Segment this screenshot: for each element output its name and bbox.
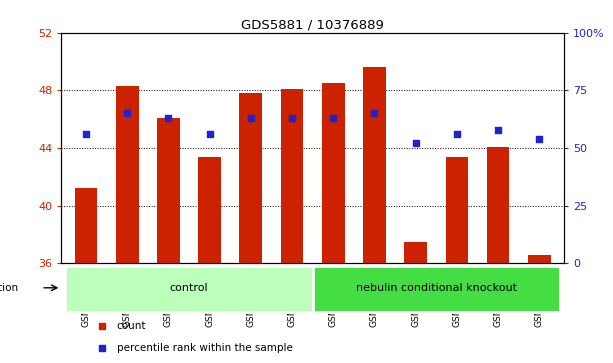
Bar — [240, 93, 262, 264]
Point — [123, 110, 132, 116]
Point — [370, 110, 379, 116]
Point — [97, 345, 107, 351]
Point — [535, 136, 544, 142]
Point — [164, 115, 173, 121]
Point — [81, 131, 91, 137]
Text: nebulin conditional knockout: nebulin conditional knockout — [356, 283, 517, 293]
Bar — [528, 255, 550, 264]
Point — [205, 131, 215, 137]
Point — [246, 115, 256, 121]
Bar — [198, 157, 221, 264]
Bar — [157, 118, 180, 264]
Bar — [281, 89, 303, 264]
Point — [452, 131, 462, 137]
Bar — [363, 67, 386, 264]
Text: control: control — [170, 283, 208, 293]
Bar — [446, 157, 468, 264]
Title: GDS5881 / 10376889: GDS5881 / 10376889 — [241, 19, 384, 32]
Bar — [322, 83, 345, 264]
Point — [493, 127, 503, 132]
Bar — [75, 188, 97, 264]
Bar — [313, 266, 560, 312]
Text: percentile rank within the sample: percentile rank within the sample — [116, 343, 292, 353]
Bar — [405, 242, 427, 264]
Text: genotype/variation: genotype/variation — [0, 283, 18, 293]
Text: count: count — [116, 321, 146, 331]
Point — [329, 115, 338, 121]
Bar — [487, 147, 509, 264]
Bar — [66, 266, 313, 312]
Point — [411, 140, 421, 146]
Point — [287, 115, 297, 121]
Point — [97, 323, 107, 329]
Bar — [116, 86, 139, 264]
